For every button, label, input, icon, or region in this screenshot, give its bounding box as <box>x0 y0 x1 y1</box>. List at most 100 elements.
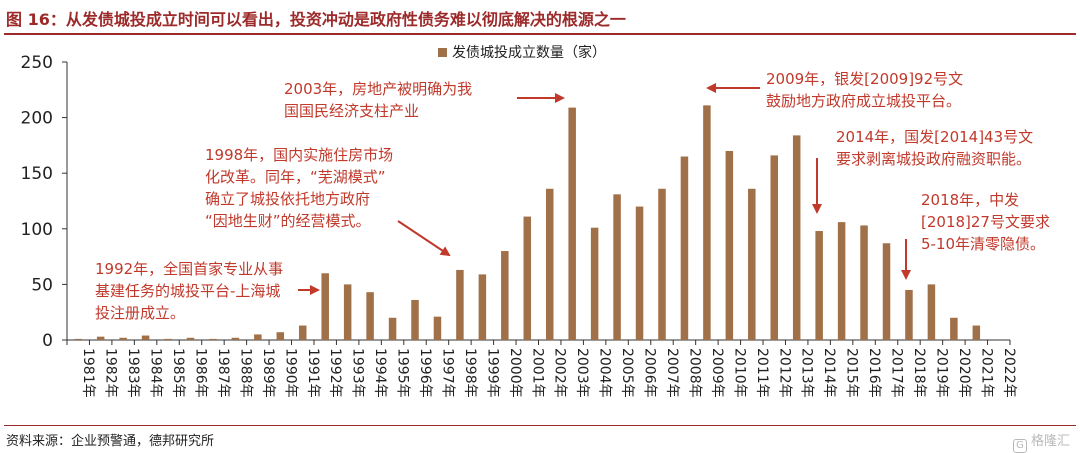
y-tick-label: 50 <box>31 275 53 295</box>
legend-label: 发债城投成立数量（家） <box>452 44 606 61</box>
legend-swatch <box>438 48 447 57</box>
x-tick-label: 2022年 <box>1001 348 1017 398</box>
bar-1995年 <box>388 317 397 340</box>
x-tick-label: 1984年 <box>148 348 164 398</box>
source-note: 资料来源：企业预警通，德邦研究所 <box>6 434 215 449</box>
bar-1997年 <box>433 316 442 340</box>
x-tick-label: 2004年 <box>597 348 613 398</box>
x-tick-label: 2010年 <box>731 348 747 398</box>
bar-2014年 <box>815 231 823 340</box>
watermark-text: 格隆汇 <box>1030 434 1070 449</box>
y-tick-label: 250 <box>21 53 53 73</box>
x-tick-label: 2018年 <box>911 348 927 398</box>
annotation-6-line: [2018]27号文要求 <box>921 213 1050 231</box>
y-tick-label: 150 <box>21 164 53 184</box>
x-tick-label: 2003年 <box>574 348 590 398</box>
x-tick-label: 1996年 <box>417 348 433 398</box>
annotation-2-line: 确立了城投依托地方政府 <box>205 190 370 208</box>
annotation-5-line: 2014年，国发[2014]43号文 <box>836 128 1033 146</box>
bar-1988年 <box>231 337 240 340</box>
title-divider <box>4 33 1076 35</box>
annotation-4-line: 2009年，银发[2009]92号文 <box>766 70 963 88</box>
annotation-arrow-2 <box>397 220 451 257</box>
x-tick-label: 1987年 <box>215 348 231 398</box>
footer-divider <box>4 425 1076 426</box>
x-tick-label: 2011年 <box>754 348 770 398</box>
x-tick-label: 2002年 <box>552 348 568 398</box>
bar-2020年 <box>950 317 958 340</box>
bar-1983年 <box>119 337 127 340</box>
annotation-2-line: 化改革。同年，“芜湖模式” <box>205 168 386 186</box>
y-tick-label: 0 <box>42 331 53 351</box>
bar-2003年 <box>568 107 576 340</box>
annotation-1-line: 基建任务的城投平台-上海城 <box>95 282 280 300</box>
bar-2001年 <box>523 216 532 340</box>
x-tick-label: 2005年 <box>619 348 635 398</box>
bar-1993年 <box>343 284 352 340</box>
bar-2012年 <box>770 155 778 340</box>
bar-1994年 <box>366 292 374 340</box>
bar-2000年 <box>501 251 509 340</box>
annotation-6-line: 2018年，中发 <box>921 191 1019 209</box>
x-tick-label: 2000年 <box>507 348 523 398</box>
bar-1992年 <box>321 273 329 340</box>
x-tick-label: 1982年 <box>103 348 119 398</box>
x-tick-label: 2020年 <box>956 348 972 398</box>
x-tick-label: 2006年 <box>642 348 658 398</box>
x-tick-label: 1993年 <box>350 348 366 398</box>
bar-2013年 <box>792 135 801 340</box>
bar-2006年 <box>635 206 644 340</box>
bar-1985年 <box>164 338 172 340</box>
x-tick-label: 1992年 <box>327 348 343 398</box>
x-tick-label: 1991年 <box>305 348 321 398</box>
x-tick-label: 2017年 <box>889 348 905 398</box>
bar-2018年 <box>905 289 913 340</box>
bar-2016年 <box>860 225 868 340</box>
bar-2019年 <box>927 284 936 340</box>
x-tick-label: 1985年 <box>170 348 186 398</box>
x-tick-label: 2007年 <box>664 348 680 398</box>
x-tick-label: 1990年 <box>282 348 298 398</box>
bar-1987年 <box>209 338 217 340</box>
annotation-4-line: 鼓励地方政府成立城投平台。 <box>766 92 961 110</box>
bar-2004年 <box>590 227 599 340</box>
y-tick-label: 100 <box>21 220 53 240</box>
bar-1981年 <box>74 338 82 340</box>
figure-title: 图 16：从发债城投成立时间可以看出，投资冲动是政府性债务难以彻底解决的根源之一 <box>6 10 626 29</box>
annotation-2-line: “因地生财”的经营模式。 <box>205 212 371 230</box>
x-tick-label: 2016年 <box>866 348 882 398</box>
annotation-6-line: 5-10年清零隐债。 <box>921 235 1045 253</box>
x-tick-label: 2008年 <box>686 348 702 398</box>
annotation-1-line: 投注册成立。 <box>95 304 185 322</box>
bar-1984年 <box>141 335 150 340</box>
annotation-5-line: 要求剥离城投政府融资职能。 <box>836 150 1031 168</box>
x-tick-label: 1983年 <box>125 348 141 398</box>
watermark: G 格隆汇 <box>1012 430 1070 453</box>
bar-2009年 <box>703 105 711 340</box>
bar-chart: 0 50 100 150 200 250 1981年 1982年 1983年 1984年 1985年… <box>21 44 1050 398</box>
x-tick-label: 1988年 <box>237 348 253 398</box>
bar-2021年 <box>972 325 981 340</box>
y-tick-label: 200 <box>21 109 53 129</box>
annotation-1-line: 1992年，全国首家专业从事 <box>95 260 283 278</box>
x-tick-label: 1997年 <box>439 348 455 398</box>
bar-1998年 <box>456 269 464 340</box>
bar-2011年 <box>748 188 756 340</box>
title-bar: 图 16：从发债城投成立时间可以看出，投资冲动是政府性债务难以彻底解决的根源之一 <box>0 0 1080 36</box>
bar-1996年 <box>411 299 419 340</box>
x-tick-label: 2001年 <box>529 348 545 398</box>
x-tick-label: 2009年 <box>709 348 725 398</box>
watermark-logo-icon: G <box>1012 439 1027 453</box>
annotation-3-line: 国国民经济支柱产业 <box>284 102 419 120</box>
x-tick-label: 2019年 <box>933 348 949 398</box>
bar-2002年 <box>545 188 554 340</box>
annotation-3-line: 2003年，房地产被明确为我 <box>284 80 472 98</box>
bar-2010年 <box>725 150 734 340</box>
x-tick-label: 1995年 <box>395 348 411 398</box>
x-tick-label: 1999年 <box>484 348 500 398</box>
x-tick-label: 2014年 <box>821 348 837 398</box>
x-tick-label: 2012年 <box>776 348 792 398</box>
x-tick-label: 1994年 <box>372 348 388 398</box>
x-tick-label: 2013年 <box>799 348 815 398</box>
bar-1982年 <box>96 336 105 340</box>
